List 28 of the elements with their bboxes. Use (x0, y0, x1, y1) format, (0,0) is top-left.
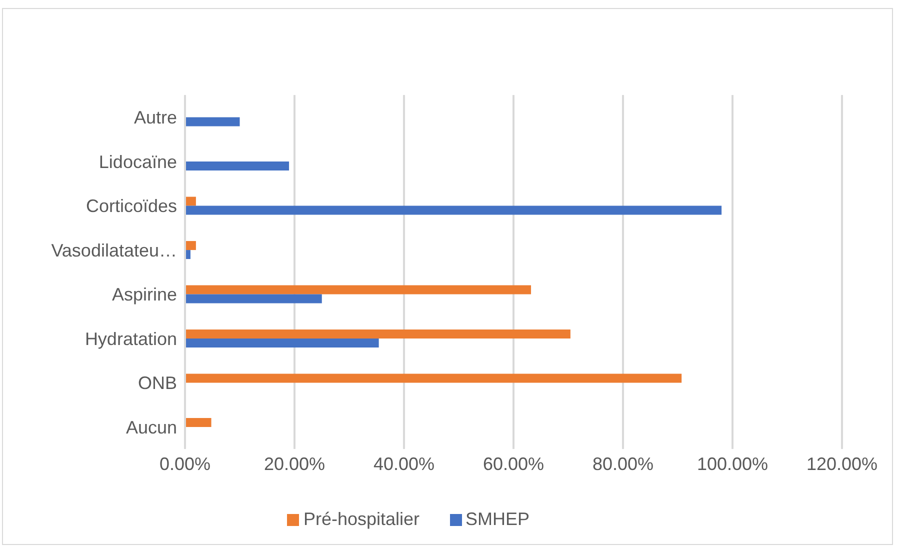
x-tick-label: 120.00% (806, 454, 878, 474)
bar (185, 206, 722, 215)
bar (185, 330, 570, 339)
y-tick-label: Aspirine (112, 284, 177, 305)
y-tick-label: Lidocaïne (98, 152, 177, 172)
bar (185, 285, 532, 294)
x-tick-label: 100.00% (696, 454, 768, 474)
bar (185, 162, 290, 171)
x-tick-label: 20.00% (264, 454, 326, 474)
bar (185, 418, 212, 428)
y-tick-label: Aucun (126, 417, 177, 438)
y-tick-label: Vasodilatateu… (51, 240, 177, 260)
x-tick-label: 80.00% (592, 454, 654, 474)
bar (185, 338, 379, 348)
bar (185, 196, 196, 206)
bar (185, 374, 682, 383)
y-tick-label: ONB (138, 373, 177, 394)
x-tick-label: 60.00% (482, 454, 544, 474)
y-tick-label: Corticoïdes (86, 196, 177, 216)
y-tick-label: Hydratation (84, 328, 177, 349)
legend-label: SMHEP (466, 509, 530, 529)
y-tick-label: Autre (134, 108, 177, 128)
bar (185, 294, 322, 304)
x-tick-label: 40.00% (373, 454, 435, 474)
bar (185, 241, 196, 250)
legend-label: Pré-hospitalier (303, 509, 420, 529)
bar (185, 117, 240, 126)
x-tick-label: 0.00% (159, 454, 211, 474)
